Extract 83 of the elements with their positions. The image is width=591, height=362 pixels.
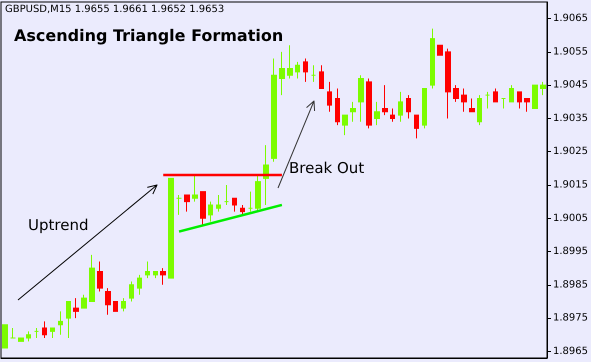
candlestick	[469, 98, 475, 112]
candlestick	[97, 261, 103, 292]
candlestick	[271, 58, 277, 162]
candlestick	[374, 101, 380, 126]
candlestick	[153, 270, 158, 279]
candlestick	[216, 194, 221, 212]
y-tick-label: 1.9005	[553, 212, 588, 224]
y-tick-label: 1.9065	[553, 13, 588, 24]
candlestick	[422, 88, 427, 129]
candlestick	[137, 274, 142, 296]
y-tick-label: 1.9055	[553, 46, 588, 58]
candlestick	[501, 98, 506, 109]
candlestick	[445, 48, 451, 119]
candlestick	[66, 300, 71, 339]
candlestick	[208, 201, 213, 222]
candlestick	[461, 88, 467, 112]
annotation: Uptrend	[28, 216, 88, 234]
candlestick	[532, 84, 538, 109]
candlestick	[390, 108, 395, 122]
candlestick	[406, 94, 411, 119]
candlestick	[319, 64, 324, 90]
candlestick	[224, 184, 229, 206]
candlestick	[303, 58, 308, 82]
candlestick	[129, 280, 134, 302]
y-tick-label: 1.8995	[553, 246, 588, 258]
chart-subtitle: GBPUSD,M15 1.9655 1.9661 1.9652 1.9653	[5, 4, 224, 15]
y-tick-label: 1.9015	[553, 179, 588, 190]
candlestick	[398, 91, 403, 122]
candlestick	[50, 328, 55, 339]
candlestick	[430, 28, 435, 90]
candlestick	[311, 64, 316, 82]
candlestick	[517, 91, 522, 109]
candlestick	[509, 84, 514, 102]
candlestick	[42, 320, 47, 339]
candlestick	[414, 114, 419, 139]
y-tick-label: 1.9045	[553, 80, 588, 91]
candlestick	[232, 198, 237, 212]
annotation: Break Out	[289, 159, 364, 177]
candlestick	[160, 268, 166, 286]
candlestick	[382, 84, 388, 116]
candlestick	[248, 191, 253, 212]
candlestick	[105, 288, 111, 316]
candlestick	[327, 81, 332, 112]
y-tick-label: 1.8985	[553, 279, 588, 290]
candlestick	[342, 114, 348, 136]
candlestick	[73, 298, 79, 319]
candlestick	[81, 294, 87, 309]
candlestick	[58, 310, 63, 336]
candlestick	[295, 61, 300, 80]
candlestick	[493, 88, 498, 102]
candlestick	[540, 81, 546, 96]
candlestick	[287, 44, 293, 80]
candlestick	[192, 174, 198, 202]
candlestick	[524, 98, 530, 112]
candlestick	[18, 338, 24, 342]
candlestick	[477, 94, 482, 126]
candlestick	[168, 178, 174, 279]
y-tick-label: 1.8965	[553, 346, 588, 357]
candlestick	[485, 91, 490, 109]
text: Ascending Triangle Formation	[14, 26, 284, 45]
candlestick	[113, 300, 118, 312]
candlestick	[437, 44, 443, 56]
y-tick-label: 1.8975	[553, 312, 588, 324]
candlestick	[350, 101, 356, 122]
candlestick	[10, 328, 16, 339]
candlestick	[2, 324, 8, 349]
candlestick	[184, 194, 190, 212]
candlestick	[34, 328, 39, 339]
candlestick	[366, 78, 372, 129]
candlestick	[240, 204, 245, 216]
candlestick	[89, 254, 95, 302]
candlestick	[453, 84, 459, 102]
candlestick	[255, 174, 261, 212]
candlestick	[335, 88, 340, 126]
y-tick-label: 1.9035	[553, 112, 588, 124]
candlestick	[200, 191, 206, 226]
y-tick-label: 1.9025	[553, 146, 588, 158]
candlestick	[121, 298, 126, 312]
candlestick	[176, 194, 182, 216]
candlestick	[145, 261, 150, 279]
candlestick	[358, 74, 364, 122]
candlestick	[26, 330, 31, 342]
candlestick	[279, 51, 285, 96]
